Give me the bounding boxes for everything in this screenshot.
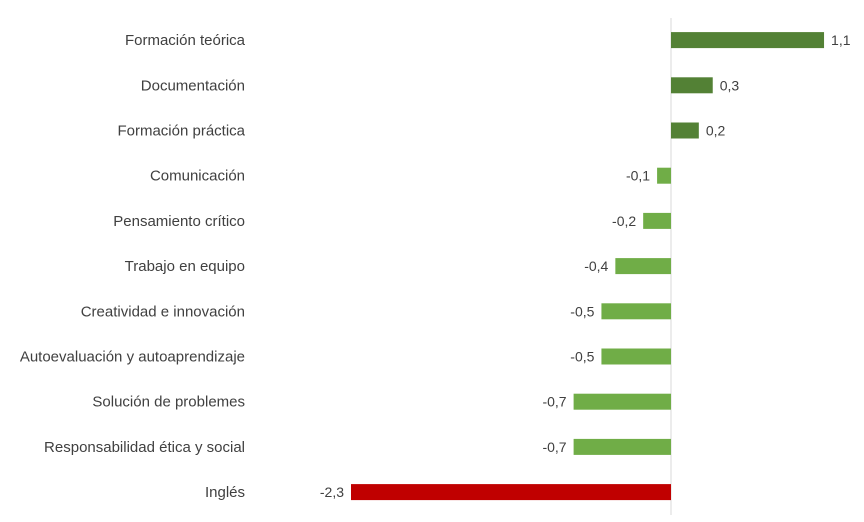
bar [671,32,825,49]
value-label: 1,1 [831,32,851,48]
bar [643,212,671,229]
bar [615,258,671,275]
bar [601,303,671,320]
bar [671,122,699,139]
value-label: -0,5 [570,349,594,365]
category-label: Solución de problemes [92,394,245,411]
bar [351,484,671,501]
value-label: 0,3 [720,77,740,93]
category-label: Formación práctica [117,123,245,140]
category-label: Autoevaluación y autoaprendizaje [20,349,245,366]
category-label: Inglés [205,484,245,501]
bar [573,438,671,455]
category-label: Comunicación [150,168,245,185]
category-label: Pensamiento crítico [113,213,245,230]
bar [657,167,671,184]
value-label: 0,2 [706,123,726,139]
bar [671,77,713,94]
value-label: -0,5 [570,303,594,319]
value-label: -0,2 [612,213,636,229]
value-label: -2,3 [320,484,344,500]
category-label: Formación teórica [125,32,246,49]
category-label: Creatividad e innovación [81,303,245,320]
bar [573,393,671,410]
category-label: Documentación [141,77,245,94]
category-label: Trabajo en equipo [125,258,245,275]
value-label: -0,1 [626,168,650,184]
category-label: Responsabilidad ética y social [44,439,245,456]
value-label: -0,7 [542,439,566,455]
value-label: -0,7 [542,394,566,410]
bar [601,348,671,365]
value-label: -0,4 [584,258,608,274]
